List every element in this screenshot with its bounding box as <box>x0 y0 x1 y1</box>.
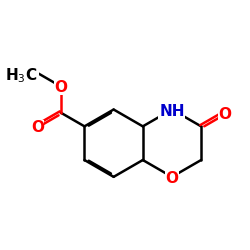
Text: O: O <box>54 80 67 95</box>
Text: O: O <box>31 120 44 135</box>
Text: NH: NH <box>159 104 185 118</box>
Text: O: O <box>218 106 232 122</box>
Text: O: O <box>166 171 178 186</box>
Text: H$_3$C: H$_3$C <box>6 66 38 85</box>
